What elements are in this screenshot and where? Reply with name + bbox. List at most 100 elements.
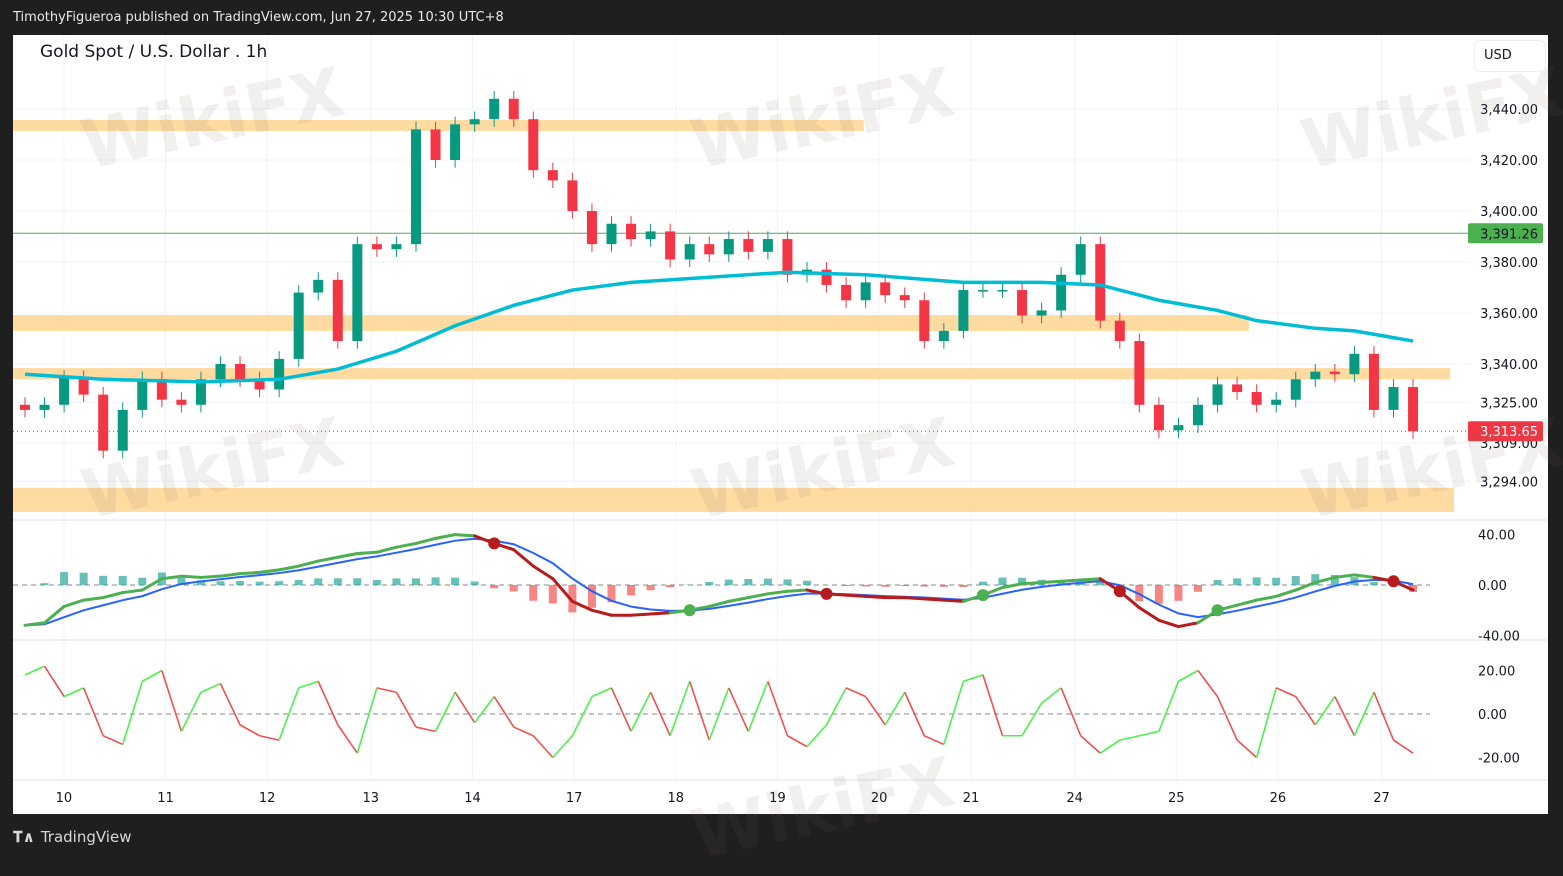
oscillator-line-segment <box>221 684 241 725</box>
candle-body <box>743 239 753 252</box>
price-tick-label: 3,340.00 <box>1480 358 1538 373</box>
oscillator-line-segment <box>240 725 260 736</box>
candle-body <box>978 290 988 292</box>
macd-line-segment <box>416 538 436 543</box>
macd-histogram-bar <box>392 578 400 585</box>
support-resistance-zone <box>13 488 1454 512</box>
candle-body <box>1115 321 1125 341</box>
chart-title: Gold Spot / U.S. Dollar . 1h <box>40 42 267 62</box>
oscillator-line-segment <box>396 692 416 727</box>
oscillator-line-segment <box>1061 688 1081 736</box>
macd-line-segment <box>1022 582 1042 583</box>
time-tick-label: 21 <box>963 791 980 806</box>
candle-body <box>489 99 499 119</box>
macd-line-segment <box>436 535 456 539</box>
macd-histogram-bar <box>1272 578 1280 585</box>
macd-line-segment <box>846 595 866 596</box>
macd-line-segment <box>1081 579 1101 580</box>
oscillator-line-segment <box>963 675 983 682</box>
macd-histogram-bar <box>412 578 420 585</box>
macd-histogram-bar <box>1194 585 1202 592</box>
macd-histogram-bar <box>80 573 88 585</box>
price-tick-label: 3,420.00 <box>1480 154 1538 169</box>
price-tick-label: 3,440.00 <box>1480 103 1538 118</box>
candle-body <box>782 239 792 275</box>
macd-histogram-bar <box>490 585 498 588</box>
candle-body <box>528 119 538 170</box>
tradingview-logo[interactable]: 𝐓∧ TradingView <box>13 828 131 846</box>
candle-body <box>1056 275 1066 311</box>
oscillator-line-segment <box>25 666 45 675</box>
oscillator-line-segment <box>455 692 475 722</box>
candle-body <box>626 224 636 239</box>
macd-line-segment <box>357 552 377 553</box>
candle-body <box>1193 405 1203 425</box>
macd-line-segment <box>866 596 886 597</box>
price-tick-label: 3,360.00 <box>1480 307 1538 322</box>
macd-histogram-bar <box>549 585 557 604</box>
oscillator-line-segment <box>123 681 143 744</box>
oscillator-line-segment <box>299 681 319 688</box>
macd-histogram-bar <box>1214 580 1222 585</box>
time-tick-label: 10 <box>56 791 73 806</box>
currency-button[interactable]: USD <box>1474 40 1546 72</box>
candle-body <box>880 282 890 295</box>
candle-body <box>1310 372 1320 380</box>
macd-line-segment <box>299 561 319 566</box>
oscillator-line-segment <box>1198 671 1218 697</box>
oscillator-line-segment <box>1335 697 1355 736</box>
candle-body <box>724 239 734 254</box>
macd-histogram-bar <box>783 579 791 585</box>
candle-body <box>333 280 343 341</box>
macd-line-segment <box>318 557 338 561</box>
oscillator-line-segment <box>64 688 84 697</box>
candle-body <box>372 244 382 249</box>
oscillator-line-segment <box>885 692 905 725</box>
candle-body <box>216 364 226 379</box>
macd-line-segment <box>748 594 768 598</box>
oscillator-line-segment <box>924 736 944 745</box>
macd-histogram-bar <box>744 579 752 585</box>
oscillator-line-segment <box>787 736 807 747</box>
macd-histogram-bar <box>353 578 361 585</box>
macd-histogram-bar <box>666 585 674 587</box>
macd-line-segment <box>103 593 123 598</box>
time-tick-label: 26 <box>1270 791 1287 806</box>
candle-body <box>40 405 50 410</box>
macd-line-segment <box>944 600 964 601</box>
candle-body <box>1134 341 1144 405</box>
macd-line-segment <box>729 598 749 602</box>
macd-line-segment <box>1042 581 1062 582</box>
macd-line-segment <box>1178 623 1198 627</box>
oscillator-line-segment <box>416 727 436 731</box>
macd-line-segment <box>455 535 475 536</box>
macd-histogram-bar <box>1155 585 1163 604</box>
macd-histogram-bar <box>940 585 948 587</box>
macd-histogram-bar <box>842 585 850 586</box>
macd-histogram-bar <box>862 585 870 587</box>
oscillator-line-segment <box>1218 697 1238 741</box>
macd-tick-label: 0.00 <box>1478 579 1507 594</box>
macd-histogram-bar <box>236 581 244 585</box>
candle-body <box>919 300 929 341</box>
candle-body <box>958 290 968 331</box>
candle-body <box>1389 387 1399 410</box>
price-badge-label: 3,391.26 <box>1480 227 1538 242</box>
oscillator-line-segment <box>494 697 514 727</box>
macd-line-segment <box>221 574 241 577</box>
macd-tick-label: 40.00 <box>1478 529 1515 544</box>
candle-body <box>1369 354 1379 410</box>
oscillator-line-segment <box>827 688 847 725</box>
macd-histogram-bar <box>295 580 303 585</box>
oscillator-line-segment <box>983 675 1003 736</box>
candle-body <box>548 170 558 180</box>
macd-histogram-bar <box>647 585 655 590</box>
oscillator-line-segment <box>944 681 964 744</box>
candle-body <box>1291 379 1301 399</box>
oscillator-line-segment <box>1374 692 1394 740</box>
macd-histogram-bar <box>373 580 381 585</box>
oscillator-line-segment <box>572 697 592 736</box>
candle-body <box>118 410 128 451</box>
macd-line-segment <box>201 576 221 577</box>
